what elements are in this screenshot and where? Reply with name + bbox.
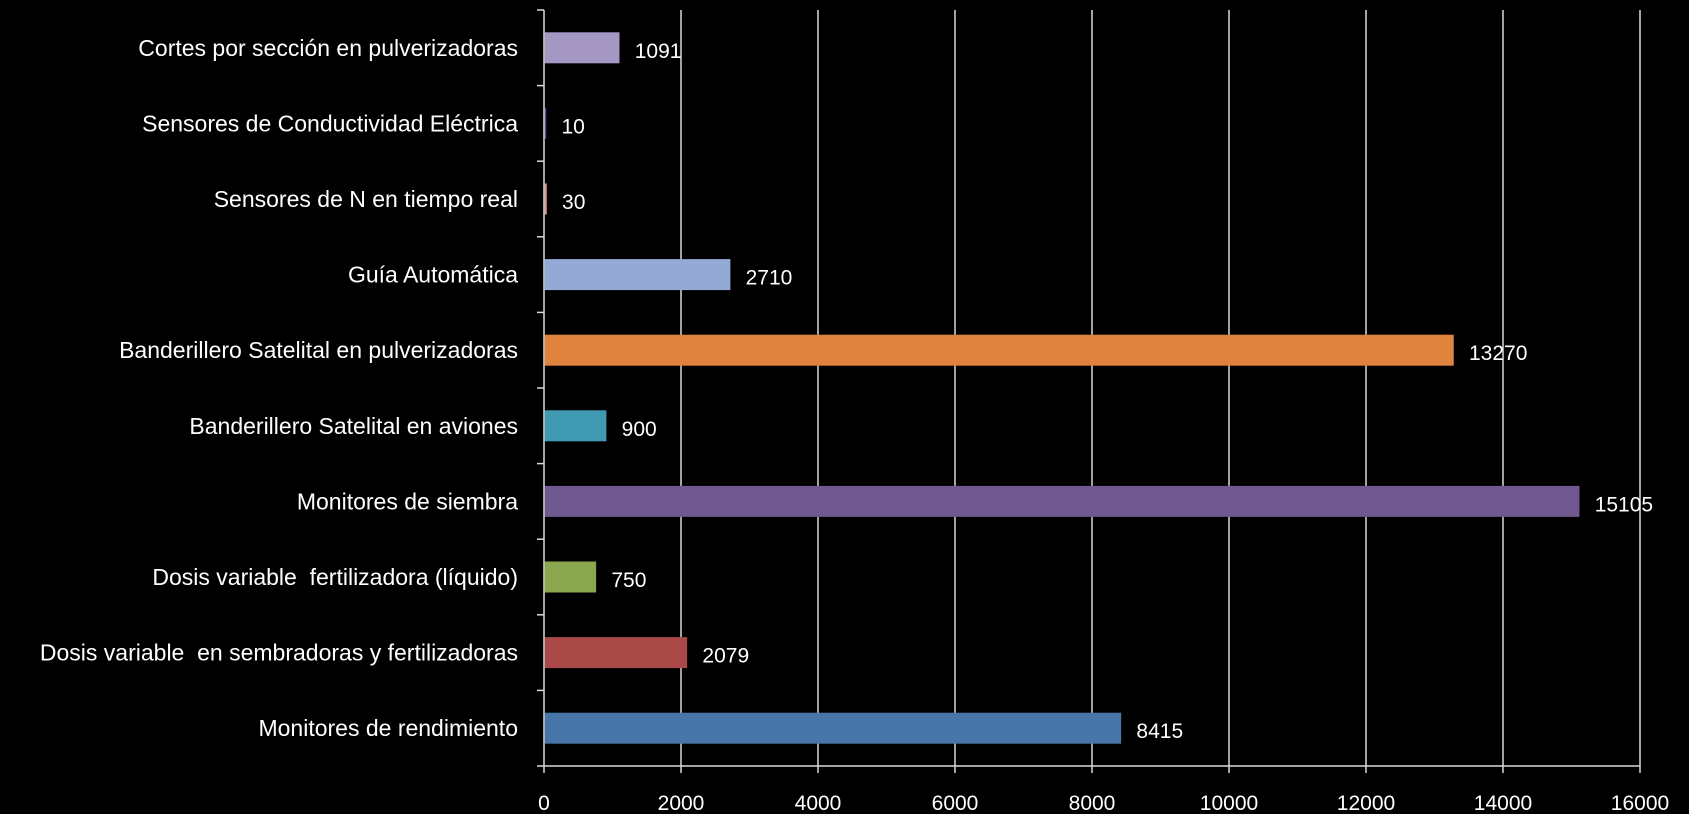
data-label: 13270	[1469, 342, 1527, 365]
bar	[544, 561, 597, 593]
bars	[544, 32, 1580, 744]
x-tick-label: 8000	[1069, 792, 1116, 814]
data-label: 1091	[635, 40, 682, 63]
data-labels: 1091 10 30 2710 13270 900 15105 750 2079 8415	[562, 40, 1654, 743]
category-label: Banderillero Satelital en pulverizadoras	[119, 337, 518, 363]
category-label: Sensores de Conductividad Eléctrica	[142, 110, 518, 136]
axes	[537, 9, 1641, 773]
data-label: 15105	[1595, 493, 1653, 516]
x-tick-label: 0	[538, 792, 550, 814]
data-label: 30	[562, 191, 585, 214]
bar	[544, 485, 1580, 517]
category-label: Banderillero Satelital en aviones	[189, 413, 518, 439]
x-tick-label: 2000	[658, 792, 705, 814]
x-tick-label: 14000	[1474, 792, 1532, 814]
bar	[544, 259, 731, 291]
category-label: Sensores de N en tiempo real	[214, 186, 518, 212]
bar	[544, 334, 1454, 366]
data-label: 2710	[746, 267, 793, 290]
category-label: Cortes por sección en pulverizadoras	[138, 35, 518, 61]
data-label: 2079	[702, 645, 749, 668]
bar	[544, 712, 1122, 744]
x-tick-label: 16000	[1611, 792, 1669, 814]
data-label: 900	[622, 418, 657, 441]
data-label: 8415	[1136, 720, 1183, 743]
data-label: 750	[611, 569, 646, 592]
category-label: Monitores de rendimiento	[258, 715, 518, 741]
x-tick-label: 4000	[795, 792, 842, 814]
bar	[544, 183, 547, 215]
bar	[544, 410, 607, 442]
bar	[544, 637, 688, 669]
bar	[544, 107, 547, 139]
x-tick-label: 12000	[1337, 792, 1395, 814]
gridlines	[680, 10, 1641, 766]
x-tick-labels: 0 2000 4000 6000 8000 10000 12000 14000 16000	[538, 792, 1669, 814]
bar	[544, 32, 620, 64]
category-label: Dosis variable en sembradoras y fertiliz…	[40, 640, 518, 666]
x-tick-label: 10000	[1200, 792, 1258, 814]
data-label: 10	[562, 115, 585, 138]
category-label: Monitores de siembra	[297, 488, 518, 514]
x-tick-label: 6000	[932, 792, 979, 814]
category-label: Dosis variable fertilizadora (líquido)	[152, 564, 518, 590]
category-labels: Cortes por sección en pulverizadoras Sens…	[40, 35, 518, 741]
category-label: Guía Automática	[348, 262, 518, 288]
